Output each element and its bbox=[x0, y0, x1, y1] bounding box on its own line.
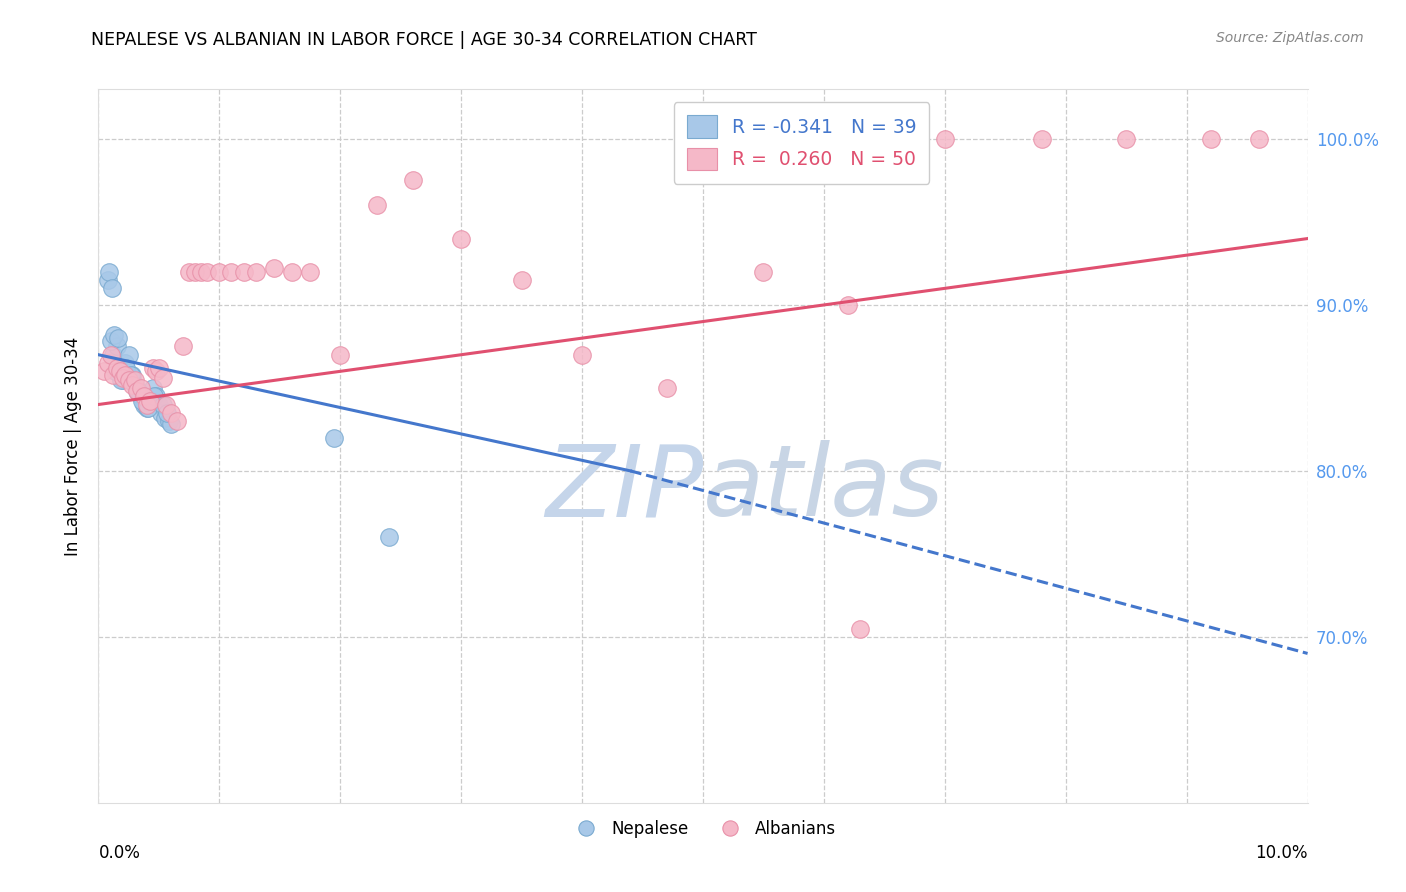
Point bbox=[100, 348, 122, 362]
Point bbox=[166, 414, 188, 428]
Point bbox=[118, 373, 141, 387]
Text: 0.0%: 0.0% bbox=[98, 845, 141, 863]
Point bbox=[208, 265, 231, 279]
Text: atlas: atlas bbox=[703, 441, 945, 537]
Point bbox=[121, 368, 143, 382]
Point bbox=[135, 401, 157, 415]
Point bbox=[114, 368, 136, 382]
Point bbox=[124, 373, 146, 387]
Point bbox=[157, 414, 180, 428]
Legend: Nepalese, Albanians: Nepalese, Albanians bbox=[562, 814, 844, 845]
Point bbox=[107, 331, 129, 345]
Point bbox=[108, 364, 131, 378]
Point bbox=[143, 389, 166, 403]
Point bbox=[145, 364, 167, 378]
Point bbox=[172, 339, 194, 353]
Point bbox=[221, 265, 243, 279]
Point bbox=[127, 384, 149, 399]
Point bbox=[510, 273, 533, 287]
Point bbox=[934, 132, 956, 146]
Point bbox=[110, 373, 132, 387]
Point bbox=[127, 384, 149, 399]
Text: NEPALESE VS ALBANIAN IN LABOR FORCE | AGE 30-34 CORRELATION CHART: NEPALESE VS ALBANIAN IN LABOR FORCE | AG… bbox=[91, 31, 758, 49]
Point bbox=[115, 361, 138, 376]
Point bbox=[152, 371, 174, 385]
Point bbox=[142, 381, 165, 395]
Point bbox=[849, 622, 872, 636]
Point bbox=[148, 361, 170, 376]
Point bbox=[366, 198, 388, 212]
Point bbox=[97, 356, 120, 370]
Point bbox=[139, 394, 162, 409]
Point bbox=[1249, 132, 1271, 146]
Point bbox=[105, 339, 128, 353]
Point bbox=[571, 348, 593, 362]
Point bbox=[152, 397, 174, 411]
Point bbox=[101, 348, 124, 362]
Text: 10.0%: 10.0% bbox=[1256, 845, 1308, 863]
Point bbox=[114, 356, 136, 370]
Point bbox=[655, 381, 678, 395]
Point bbox=[134, 389, 156, 403]
Point bbox=[245, 265, 267, 279]
Point bbox=[323, 431, 346, 445]
Point bbox=[150, 406, 173, 420]
Point bbox=[100, 334, 122, 349]
Point bbox=[837, 298, 859, 312]
Point bbox=[127, 384, 149, 399]
Point bbox=[121, 377, 143, 392]
Point bbox=[98, 265, 121, 279]
Point bbox=[101, 368, 124, 382]
Point bbox=[402, 173, 425, 187]
Point bbox=[108, 364, 131, 378]
Point bbox=[299, 265, 322, 279]
Point bbox=[97, 273, 120, 287]
Point bbox=[450, 231, 472, 245]
Point bbox=[329, 348, 352, 362]
Text: Source: ZipAtlas.com: Source: ZipAtlas.com bbox=[1216, 31, 1364, 45]
Point bbox=[148, 397, 170, 411]
Point bbox=[131, 394, 153, 409]
Point bbox=[1031, 132, 1053, 146]
Point bbox=[111, 371, 134, 385]
Point bbox=[120, 368, 142, 382]
Point bbox=[129, 389, 152, 403]
Point bbox=[607, 879, 630, 892]
Point bbox=[1115, 132, 1137, 146]
Point bbox=[156, 406, 179, 420]
Point bbox=[93, 364, 115, 378]
Point bbox=[195, 265, 218, 279]
Point bbox=[184, 265, 207, 279]
Point bbox=[190, 265, 212, 279]
Point bbox=[118, 348, 141, 362]
Point bbox=[135, 397, 157, 411]
Point bbox=[138, 394, 160, 409]
Point bbox=[232, 265, 254, 279]
Point bbox=[103, 327, 125, 342]
Point bbox=[111, 373, 134, 387]
Point bbox=[153, 410, 176, 425]
Point bbox=[100, 281, 122, 295]
Point bbox=[136, 401, 159, 415]
Point bbox=[160, 417, 183, 432]
Point bbox=[1199, 132, 1222, 146]
Point bbox=[145, 389, 167, 403]
Point bbox=[142, 361, 165, 376]
Point bbox=[124, 377, 146, 392]
Text: ZIP: ZIP bbox=[544, 441, 703, 537]
Y-axis label: In Labor Force | Age 30-34: In Labor Force | Age 30-34 bbox=[63, 336, 82, 556]
Point bbox=[134, 397, 156, 411]
Point bbox=[263, 261, 285, 276]
Point bbox=[105, 361, 128, 376]
Point bbox=[179, 265, 201, 279]
Point bbox=[155, 397, 177, 411]
Point bbox=[752, 265, 775, 279]
Point bbox=[104, 364, 127, 378]
Point bbox=[281, 265, 304, 279]
Point bbox=[160, 406, 183, 420]
Point bbox=[377, 530, 399, 544]
Point bbox=[129, 381, 152, 395]
